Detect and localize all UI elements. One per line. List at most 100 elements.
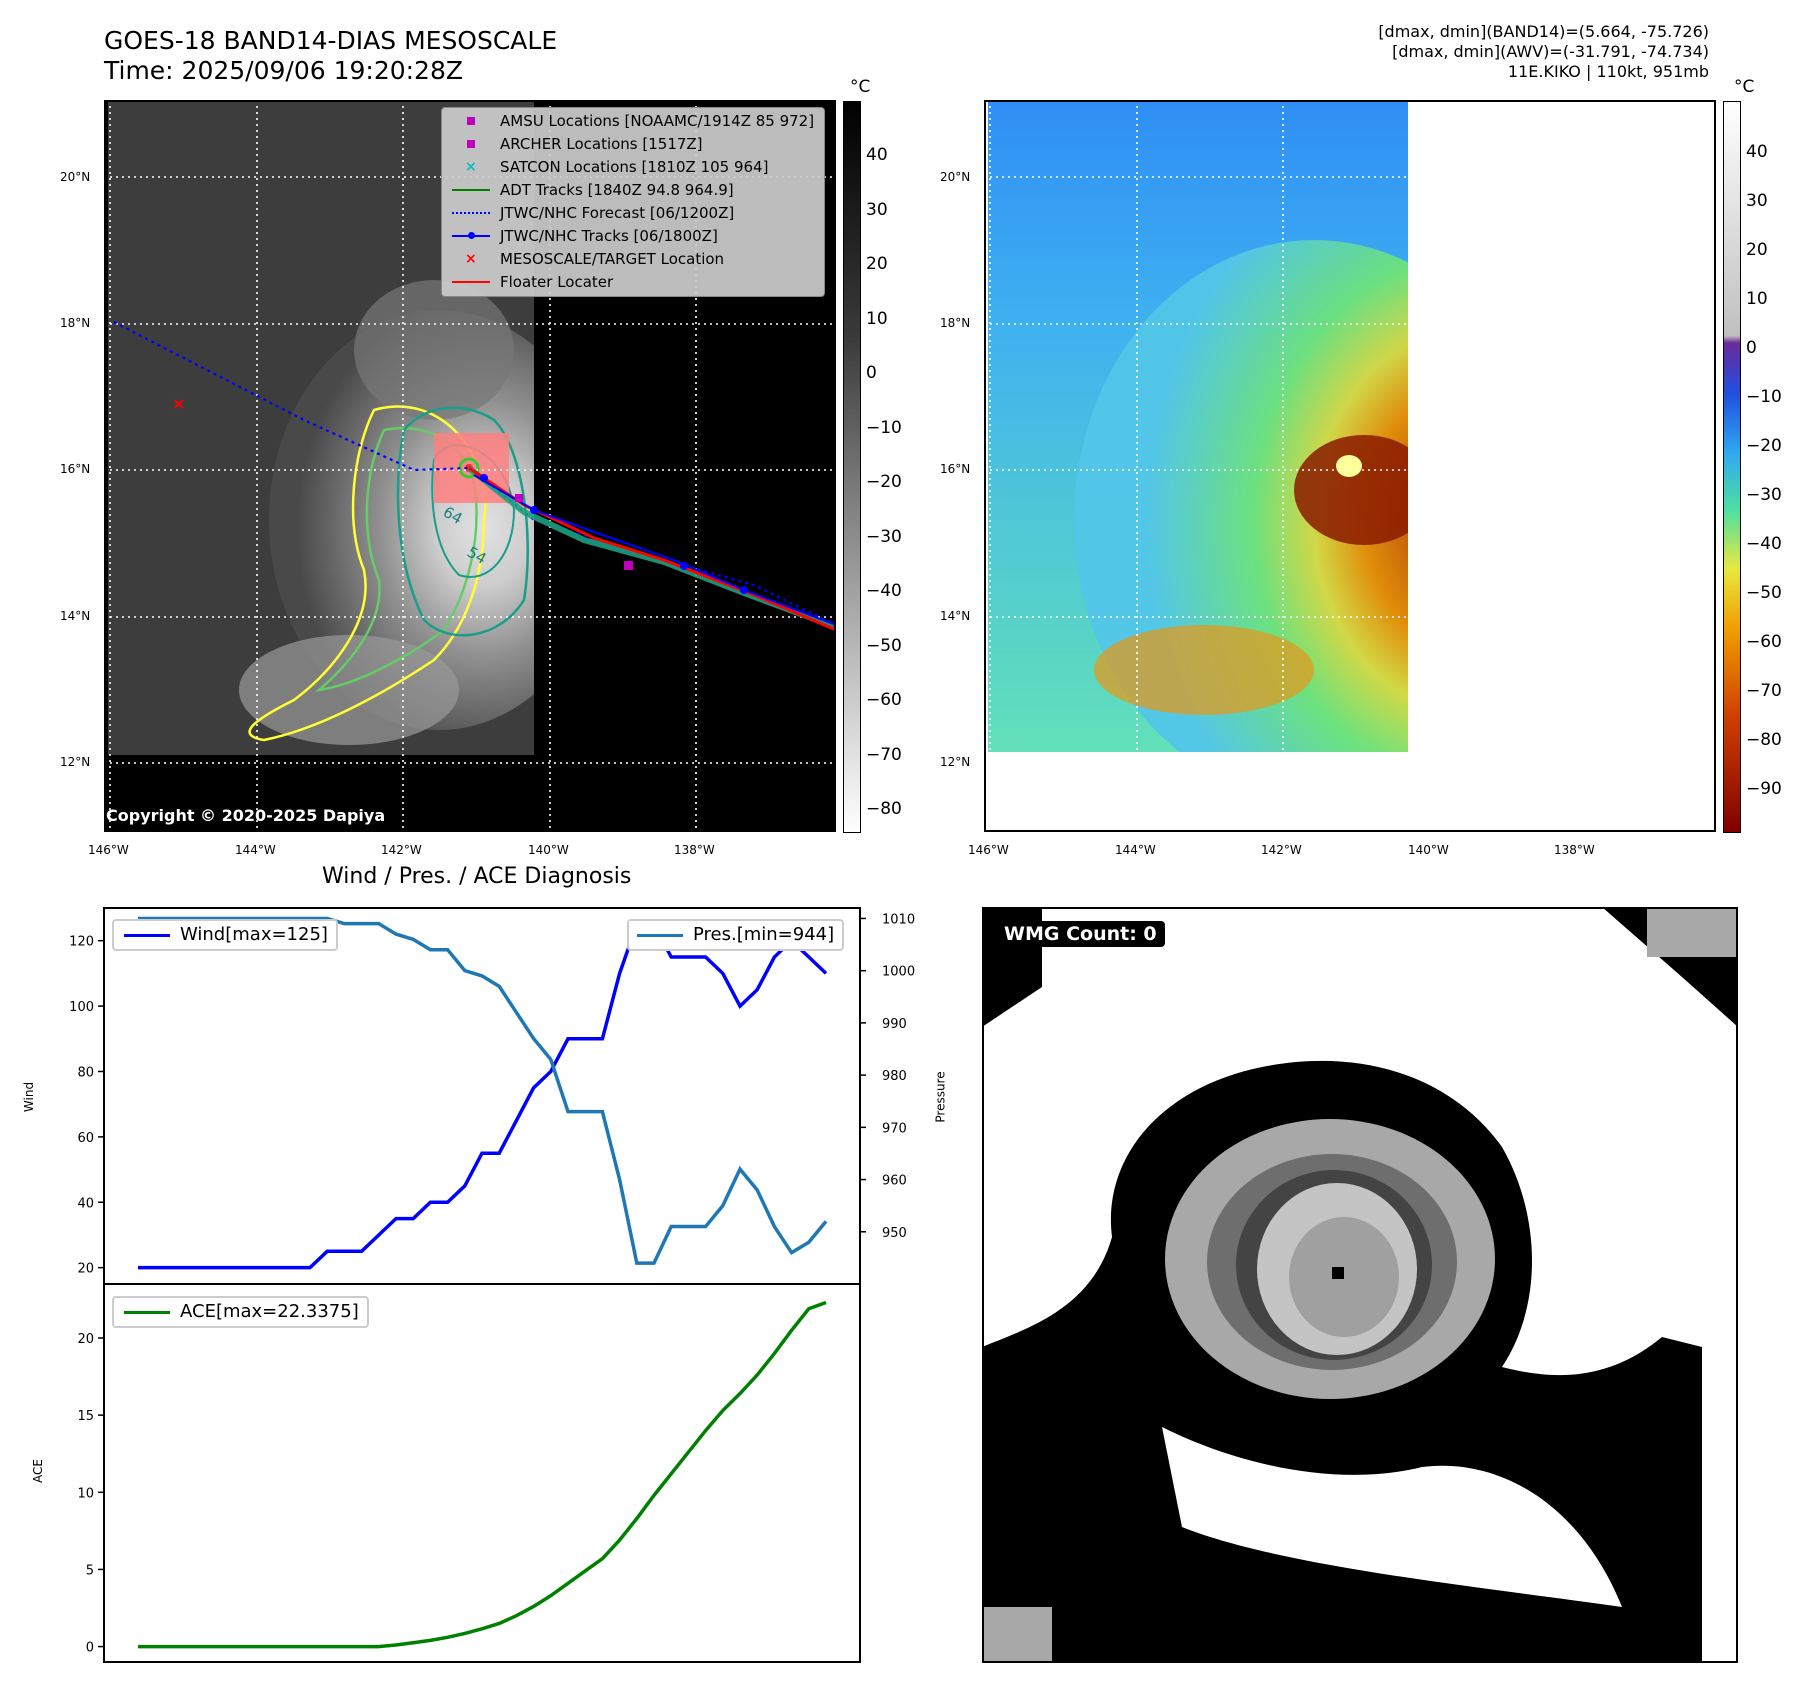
ace-tick-label: 15	[77, 1409, 94, 1424]
lon-label: 140°W	[528, 843, 569, 857]
legend-item: JTWC/NHC Forecast [06/1200Z]	[450, 202, 734, 224]
pressure-tick-label: 980	[882, 1069, 907, 1084]
legend-item: ADT Tracks [1840Z 94.8 964.9]	[450, 179, 734, 201]
teal-contour	[396, 406, 529, 637]
target-marker: ×	[172, 394, 185, 413]
lon-label: 142°W	[381, 843, 422, 857]
lon-label: 146°W	[968, 843, 1009, 857]
pressure-legend-label: Pres.[min=944]	[693, 924, 835, 945]
figure-title: GOES-18 BAND14-DIAS MESOSCALE	[104, 26, 558, 55]
ir-colorbar-tick: 0	[866, 363, 877, 383]
awv-colorbar-tick: −40	[1746, 534, 1782, 554]
jtwc-track	[473, 474, 837, 626]
ir-map-panel: 64 54 × AMSU Location	[104, 100, 838, 832]
wind-tick-label: 60	[77, 1131, 94, 1146]
wind-series-line	[138, 922, 828, 1270]
amsu-marker	[515, 494, 523, 502]
diagnosis-title: Wind / Pres. / ACE Diagnosis	[322, 864, 632, 889]
legend-item: ARCHER Locations [1517Z]	[450, 133, 703, 155]
awv-colorbar-tick: −10	[1746, 387, 1782, 407]
figure-time: Time: 2025/09/06 19:20:28Z	[104, 56, 463, 85]
awv-colorbar-tick: −50	[1746, 583, 1782, 603]
wind-pressure-frame	[103, 907, 861, 1285]
legend-item: JTWC/NHC Tracks [06/1800Z]	[450, 225, 718, 247]
ir-colorbar-tick: −60	[866, 690, 902, 710]
ace-series-line	[138, 1300, 827, 1649]
lon-label: 144°W	[1115, 843, 1156, 857]
forecast-track	[113, 321, 837, 626]
lon-label: 138°W	[1554, 843, 1595, 857]
ace-tick-label: 5	[86, 1563, 94, 1578]
lat-label: 18°N	[60, 316, 91, 330]
wmg-warm-band	[1162, 1427, 1622, 1607]
diagnosis-chart: 20 40 60 80 100 120 950 960 970 980 990 1000 1010 0 5 1…	[69, 907, 915, 1663]
wind-tick-label: 40	[77, 1196, 94, 1211]
ir-colorbar-tick: 30	[866, 199, 888, 220]
storm-info: 11E.KIKO | 110kt, 951mb	[1507, 62, 1709, 81]
ace-axis-label: ACE	[30, 1459, 45, 1483]
lat-label: 14°N	[940, 609, 971, 623]
awv-colorbar-tick: 0	[1746, 338, 1757, 358]
awv-colorbar-tick: 40	[1746, 142, 1768, 162]
ace-tick-label: 20	[77, 1332, 94, 1347]
wmg-image	[982, 907, 1738, 1663]
awv-colorbar-tick: 30	[1746, 191, 1768, 211]
ir-colorbar-tick: 20	[866, 254, 888, 274]
awv-colorbar-unit: °C	[1734, 77, 1755, 97]
ace-legend: ACE[max=22.3375]	[112, 1296, 369, 1328]
legend-item: Floater Locater	[450, 271, 613, 293]
awv-eye	[1336, 455, 1362, 477]
ir-colorbar	[843, 101, 861, 833]
wind-legend-label: Wind[max=125]	[180, 924, 328, 945]
awv-colorbar-tick: −30	[1746, 485, 1782, 505]
ir-colorbar-tick: −10	[866, 417, 902, 438]
awv-colorbar-tick: −20	[1746, 436, 1782, 456]
ir-colorbar-unit: °C	[850, 77, 871, 97]
lon-label: 144°W	[235, 843, 276, 857]
lat-label: 16°N	[60, 462, 91, 476]
wind-tick-label: 80	[77, 1065, 94, 1080]
pressure-tick-label: 990	[882, 1017, 907, 1032]
awv-map	[984, 100, 1716, 832]
lon-label: 140°W	[1408, 843, 1449, 857]
wind-legend: Wind[max=125]	[112, 919, 338, 951]
ir-colorbar-tick: −70	[866, 744, 902, 765]
wind-tick-label: 120	[69, 935, 94, 950]
ir-colorbar-tick: −20	[866, 472, 902, 492]
ace-legend-label: ACE[max=22.3375]	[180, 1301, 359, 1322]
awv-map-panel	[984, 100, 1716, 832]
ir-legend: AMSU Locations [NOAAMC/1914Z 85 972] ARC…	[441, 107, 825, 297]
ace-tick-label: 0	[86, 1641, 94, 1656]
legend-item: × MESOSCALE/TARGET Location	[465, 250, 725, 268]
ace-frame	[103, 1283, 861, 1663]
wind-axis-label: Wind	[22, 1081, 37, 1113]
lat-label: 20°N	[940, 170, 971, 184]
pressure-tick-label: 970	[882, 1121, 907, 1136]
lon-label: 146°W	[88, 843, 129, 857]
band14-range: [dmax, dmin](BAND14)=(5.664, -75.726)	[1378, 22, 1709, 41]
ir-colorbar-tick: −30	[866, 526, 902, 547]
lat-label: 20°N	[60, 170, 91, 184]
ir-colorbar-tick: −50	[866, 635, 902, 656]
pressure-axis-label: Pressure	[933, 1071, 948, 1123]
awv-colorbar-tick: 10	[1746, 289, 1768, 309]
lat-label: 12°N	[940, 755, 971, 769]
awv-colorbar-tick: 20	[1746, 240, 1768, 260]
ir-colorbar-tick: −40	[866, 581, 902, 601]
ace-tick-label: 10	[77, 1486, 94, 1501]
ir-cloud-mass	[269, 310, 609, 730]
lat-label: 14°N	[60, 609, 91, 623]
lat-label: 18°N	[940, 316, 971, 330]
legend-item: × SATCON Locations [1810Z 105 964]	[465, 158, 769, 176]
ir-colorbar-tick: 40	[866, 145, 888, 165]
lon-label: 138°W	[674, 843, 715, 857]
lat-label: 16°N	[940, 462, 971, 476]
pressure-tick-label: 1000	[882, 965, 915, 980]
lon-label: 142°W	[1261, 843, 1302, 857]
awv-colorbar-tick: −80	[1746, 730, 1782, 750]
yellow-contour	[248, 405, 487, 742]
lat-label: 12°N	[60, 755, 91, 769]
archer-marker	[624, 561, 633, 570]
ir-colorbar-tick: 10	[866, 308, 888, 329]
wind-tick-label: 20	[77, 1262, 94, 1277]
